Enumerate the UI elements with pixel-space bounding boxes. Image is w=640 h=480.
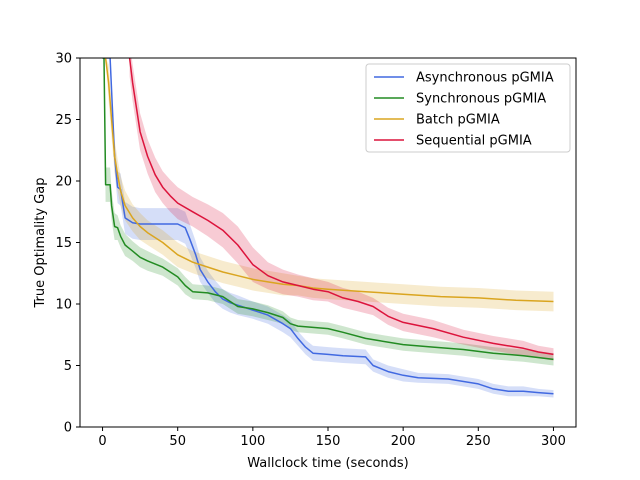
sequential-pgmia-legend-label: Sequential pGMIA [416, 134, 532, 149]
asynchronous-pgmia-legend-label: Asynchronous pGMIA [416, 71, 554, 86]
sequential-pgmia-line [128, 58, 554, 356]
x-axis-ticks: 0 50 100 150 200 250 300 [98, 427, 566, 449]
x-axis-label: Wallclock time (seconds) [247, 456, 409, 471]
batch-pgmia-legend-label: Batch pGMIA [416, 113, 500, 128]
synchronous-pgmia-line [102, 58, 554, 361]
batch-pgmia-line [104, 58, 554, 303]
synchronous-pgmia-legend-label: Synchronous pGMIA [416, 92, 546, 107]
x-tick-label: 50 [169, 434, 186, 449]
synchronous-pgmia-band [102, 58, 554, 366]
x-tick-label: 100 [240, 434, 265, 449]
y-tick-label: 15 [55, 236, 72, 251]
x-tick-label: 200 [391, 434, 416, 449]
x-tick-label: 0 [98, 434, 106, 449]
sequential-pgmia-band [129, 58, 554, 361]
legend: Asynchronous pGMIA Synchronous pGMIA Batch… [365, 63, 571, 153]
series-lines [102, 58, 554, 395]
y-axis-ticks: 0 5 10 15 20 25 30 [55, 52, 80, 436]
y-tick-label: 30 [55, 52, 72, 67]
x-tick-label: 250 [466, 434, 491, 449]
y-tick-label: 10 [55, 298, 72, 313]
y-tick-label: 0 [64, 421, 72, 436]
x-tick-label: 150 [316, 434, 341, 449]
legend-box [365, 63, 571, 153]
y-axis-label: True Optimality Gap [33, 177, 48, 308]
y-tick-label: 25 [55, 113, 72, 128]
confidence-bands [102, 58, 554, 398]
x-tick-label: 300 [541, 434, 566, 449]
y-tick-label: 5 [64, 359, 72, 374]
y-tick-label: 20 [55, 175, 72, 190]
